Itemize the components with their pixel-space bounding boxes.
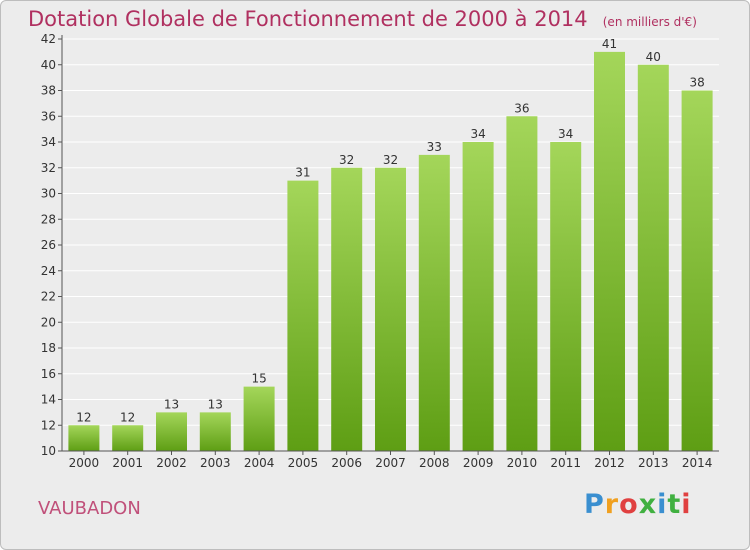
y-tick-label: 42: [41, 32, 56, 46]
bar: [506, 116, 538, 451]
bar: [637, 64, 669, 451]
x-tick-label: 2010: [507, 456, 538, 470]
data-label: 33: [427, 140, 442, 154]
data-label: 13: [208, 397, 223, 411]
y-tick-label: 22: [41, 290, 56, 304]
bar: [68, 425, 100, 451]
bar: [418, 154, 450, 451]
y-tick-label: 34: [41, 135, 56, 149]
x-tick-label: 2000: [69, 456, 100, 470]
y-tick-label: 28: [41, 212, 56, 226]
x-tick-label: 2005: [288, 456, 319, 470]
data-label: 41: [602, 37, 617, 51]
x-tick-label: 2004: [244, 456, 275, 470]
logo-letter: P: [584, 489, 605, 520]
y-tick-label: 24: [41, 264, 56, 278]
data-label: 36: [514, 101, 529, 115]
x-tick-label: 2013: [638, 456, 669, 470]
x-tick-label: 2007: [375, 456, 406, 470]
bar: [331, 167, 363, 451]
x-tick-label: 2001: [112, 456, 143, 470]
logo-letter: r: [604, 489, 620, 520]
title-row: Dotation Globale de Fonctionnement de 20…: [28, 7, 697, 31]
y-tick-label: 30: [41, 187, 56, 201]
logo-letter: o: [619, 489, 639, 520]
bar: [375, 167, 406, 451]
commune-name: VAUBADON: [38, 498, 141, 519]
bar: [243, 386, 275, 451]
y-tick-label: 12: [41, 418, 56, 432]
data-label: 12: [76, 410, 91, 424]
bar: [112, 425, 144, 451]
y-tick-label: 26: [41, 238, 56, 252]
bar: [287, 180, 319, 451]
bar: [594, 51, 625, 451]
bar: [462, 142, 494, 451]
x-tick-label: 2006: [331, 456, 362, 470]
bar: [681, 90, 713, 451]
x-tick-label: 2008: [419, 456, 450, 470]
y-tick-label: 40: [41, 58, 56, 72]
chart-title: Dotation Globale de Fonctionnement de 20…: [28, 7, 588, 31]
x-tick-label: 2003: [200, 456, 231, 470]
y-tick-label: 32: [41, 161, 56, 175]
y-tick-label: 18: [41, 341, 56, 355]
data-label: 34: [470, 127, 485, 141]
data-label: 15: [251, 372, 266, 386]
y-tick-label: 36: [41, 109, 56, 123]
axis-layer: 10 12 14 16 18 20 22 24 26 28 30 32 34 36 38 40 42 2000 20…: [41, 32, 719, 470]
y-tick-label: 16: [41, 367, 56, 381]
bar: [550, 142, 582, 451]
logo-letter: i: [657, 489, 668, 520]
data-label: 13: [164, 397, 179, 411]
chart-unit: (en milliers d'€): [602, 15, 697, 29]
y-tick-label: 14: [41, 393, 56, 407]
data-label: 38: [689, 76, 704, 90]
y-tick-label: 38: [41, 84, 56, 98]
y-tick-label: 20: [41, 315, 56, 329]
data-label: 31: [295, 166, 310, 180]
x-tick-label: 2014: [682, 456, 713, 470]
proxiti-logo[interactable]: Proxiti: [584, 489, 692, 520]
bar: [156, 412, 187, 451]
y-tick-label: 10: [41, 444, 56, 458]
data-label: 32: [383, 153, 398, 167]
labels-layer: 12 12 13 13 15 31 32 32 33 34 36 34 41 40 38: [76, 37, 704, 424]
data-label: 40: [646, 50, 661, 64]
data-label: 34: [558, 127, 573, 141]
x-tick-label: 2011: [550, 456, 581, 470]
x-tick-label: 2002: [156, 456, 187, 470]
bar: [199, 412, 231, 451]
data-label: 32: [339, 153, 354, 167]
data-label: 12: [120, 410, 135, 424]
bars-layer: [68, 51, 713, 451]
x-tick-label: 2012: [594, 456, 625, 470]
logo-letter: t: [667, 489, 682, 520]
logo-letter: x: [638, 489, 658, 520]
x-tick-label: 2009: [463, 456, 494, 470]
logo-letter: i: [681, 489, 692, 520]
